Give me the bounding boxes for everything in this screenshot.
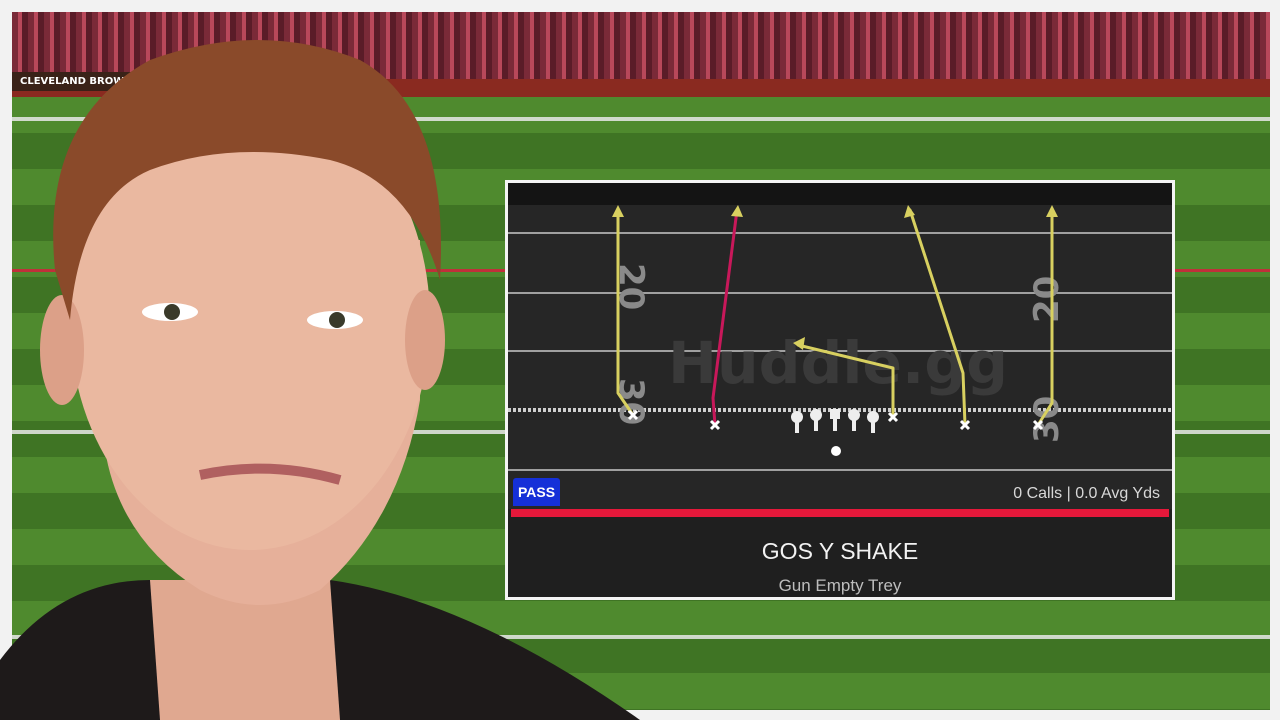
yard-number: 20 xyxy=(1027,276,1067,323)
route-right-wr xyxy=(1036,208,1054,427)
route-te-shake xyxy=(796,343,895,419)
receiver-markers xyxy=(627,409,1044,431)
route-left-wr xyxy=(616,208,635,417)
play-stats: 0 Calls | 0.0 Avg Yds xyxy=(1013,485,1160,502)
streamer-portrait xyxy=(0,40,640,720)
yard-number: 30 xyxy=(1027,396,1067,443)
accent-bar xyxy=(511,509,1169,517)
play-diagram: Huddle.gg 20 30 20 30 xyxy=(508,183,1172,509)
formation-name: Gun Empty Trey xyxy=(778,576,902,595)
pass-badge: PASS xyxy=(513,478,561,506)
quarterback-marker xyxy=(831,446,841,456)
route-right-slot xyxy=(908,208,967,427)
play-card[interactable]: Huddle.gg 20 30 20 30 xyxy=(505,180,1175,600)
play-name: GOS Y SHAKE xyxy=(761,538,919,564)
offensive-line xyxy=(791,409,879,433)
route-arrowheads xyxy=(612,205,1058,350)
route-slot-highlight xyxy=(711,208,739,427)
